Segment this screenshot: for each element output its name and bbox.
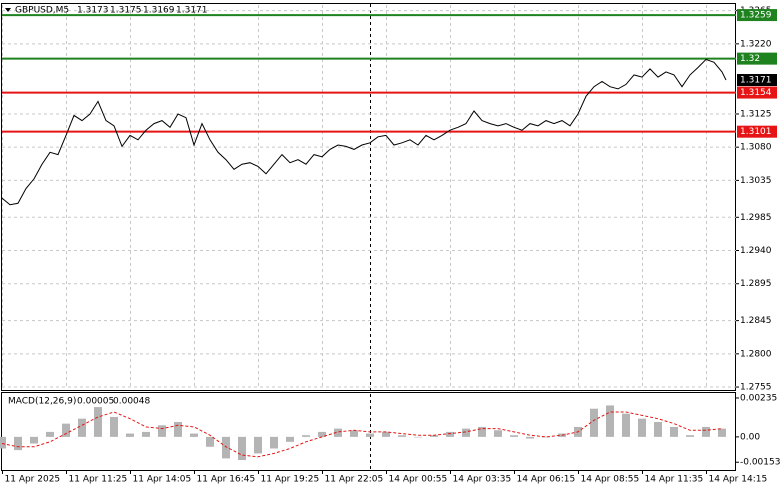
- y-tick-label: -0.00153: [740, 458, 780, 468]
- y-tick-label: 1.2800: [740, 349, 772, 359]
- macd-readout: 0.00048: [113, 397, 150, 407]
- last-price-tag: [737, 74, 777, 87]
- macd-bar: [302, 435, 310, 437]
- macd-bar: [206, 436, 214, 447]
- macd-bar: [222, 436, 230, 459]
- macd-bar: [430, 435, 438, 437]
- y-tick-label: 1.2940: [740, 246, 772, 256]
- macd-bar: [94, 407, 102, 437]
- macd-bar: [254, 436, 262, 454]
- x-tick-label: 11 Apr 22:05: [325, 475, 384, 485]
- y-tick-label: 1.3220: [740, 39, 772, 49]
- macd-bar: [318, 431, 326, 437]
- readout: 1.3169: [143, 6, 175, 16]
- macd-bar: [382, 431, 390, 437]
- readout: 1.3175: [110, 6, 142, 16]
- macd-bar: [126, 433, 134, 437]
- macd-bar: [590, 408, 598, 437]
- x-tick-label: 11 Apr 16:45: [197, 475, 256, 485]
- macd-bar: [30, 436, 38, 444]
- macd-bar: [270, 436, 278, 449]
- symbol-title: GBPUSD,M5: [15, 6, 69, 16]
- macd-bar: [46, 431, 54, 437]
- y-tick-label: 1.2895: [740, 279, 772, 289]
- macd-bar: [702, 426, 710, 437]
- macd-bar: [238, 436, 246, 461]
- macd-bar: [398, 435, 406, 437]
- x-tick-label: 14 Apr 06:15: [517, 475, 576, 485]
- x-tick-label: 14 Apr 00:55: [389, 475, 448, 485]
- macd-bar: [334, 428, 342, 437]
- macd-bar: [366, 433, 374, 437]
- level-tag: [737, 86, 777, 99]
- macd-bar: [0, 436, 6, 449]
- y-tick-label: 0.00: [740, 432, 760, 442]
- macd-bar: [462, 428, 470, 437]
- y-tick-label: 1.2985: [740, 213, 772, 223]
- macd-bar: [542, 436, 550, 438]
- level-label: 1.3259: [740, 11, 772, 21]
- level-label: 1.3154: [740, 88, 772, 98]
- macd-bar: [446, 431, 454, 437]
- y-tick-label: 1.2845: [740, 316, 772, 326]
- level-label: 1.3101: [740, 127, 772, 137]
- level-tag: [737, 9, 777, 22]
- price-line: [1, 58, 727, 206]
- x-tick-label: 14 Apr 08:55: [581, 475, 640, 485]
- macd-bar: [110, 417, 118, 437]
- y-tick-label: 1.3080: [740, 143, 772, 153]
- level-tag: [737, 125, 777, 138]
- x-tick-label: 14 Apr 14:15: [709, 475, 768, 485]
- signal-line: [1, 411, 723, 458]
- macd-bar: [638, 418, 646, 437]
- last-price-label: 1.3171: [740, 76, 772, 86]
- macd-bar: [718, 428, 726, 437]
- macd-bar: [606, 405, 614, 437]
- level-label: 1.32: [740, 54, 760, 64]
- x-tick-label: 11 Apr 19:25: [261, 475, 320, 485]
- macd-bar: [670, 426, 678, 437]
- macd-bar: [686, 435, 694, 437]
- price-frame: [1, 3, 736, 391]
- x-tick-label: 14 Apr 11:35: [645, 475, 704, 485]
- macd-bar: [286, 436, 294, 442]
- macd-bar: [510, 435, 518, 437]
- y-tick-label: 0.00235: [740, 393, 777, 403]
- macd-readout: 0.00005: [77, 397, 114, 407]
- macd-bar: [190, 433, 198, 437]
- macd-bar: [622, 413, 630, 437]
- macd-frame: [1, 392, 736, 471]
- level-tag: [737, 52, 777, 65]
- x-tick-label: 11 Apr 2025: [5, 475, 61, 485]
- x-tick-label: 11 Apr 14:05: [133, 475, 192, 485]
- macd-bar: [142, 431, 150, 437]
- y-tick-label: 1.2755: [740, 383, 772, 393]
- y-tick-label: 1.3035: [740, 176, 772, 186]
- macd-bar: [478, 426, 486, 437]
- menu-arrow: [5, 8, 11, 12]
- readout: 1.3173: [77, 6, 109, 16]
- macd-bar: [526, 436, 534, 439]
- y-tick-label: 1.3125: [740, 109, 772, 119]
- macd-bar: [654, 421, 662, 437]
- macd-bar: [174, 421, 182, 437]
- macd-title: MACD(12,26,9): [8, 397, 76, 407]
- x-tick-label: 11 Apr 11:25: [69, 475, 128, 485]
- macd-bar: [78, 418, 86, 437]
- x-tick-label: 14 Apr 03:35: [453, 475, 512, 485]
- macd-bar: [350, 430, 358, 437]
- readout: 1.3171: [176, 6, 208, 16]
- macd-bar: [62, 423, 70, 437]
- macd-bar: [414, 436, 422, 438]
- macd-bar: [494, 430, 502, 437]
- macd-bar: [14, 436, 22, 451]
- macd-bar: [158, 425, 166, 437]
